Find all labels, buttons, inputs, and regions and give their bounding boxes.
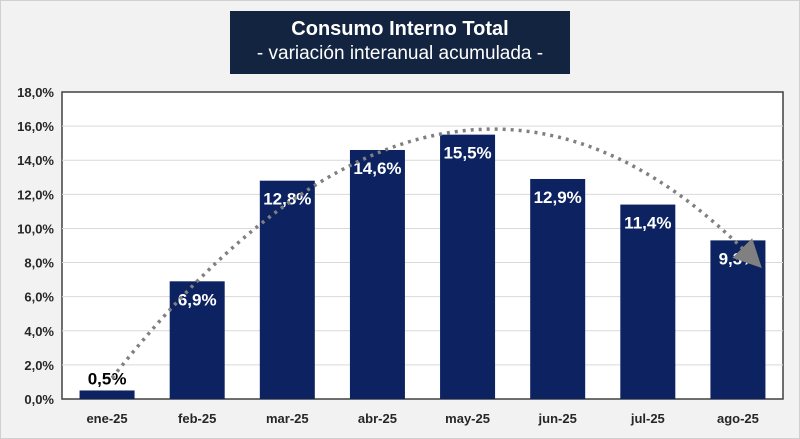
- bar: [169, 281, 225, 399]
- data-label: 11,4%: [624, 214, 671, 233]
- y-tick-label: 8,0%: [24, 256, 54, 271]
- bar: [620, 204, 676, 399]
- bar: [349, 149, 405, 399]
- y-tick-label: 18,0%: [17, 85, 54, 100]
- trend-line: [110, 127, 762, 380]
- x-tick-label: ene-25: [86, 411, 127, 426]
- data-label: 9,3%: [719, 249, 758, 268]
- x-tick-label: ago-25: [717, 411, 759, 426]
- x-tick-label: may-25: [445, 411, 490, 426]
- y-tick-label: 2,0%: [24, 358, 54, 373]
- chart-title-box: Consumo Interno Total - variación intera…: [230, 11, 570, 74]
- chart-title: Consumo Interno Total: [291, 18, 509, 40]
- bar: [79, 390, 135, 399]
- bar: [259, 180, 315, 399]
- data-label: 6,9%: [178, 290, 217, 309]
- data-label: 12,8%: [263, 190, 311, 209]
- data-label: 15,5%: [443, 144, 491, 163]
- x-tick-label: feb-25: [178, 411, 216, 426]
- y-tick-label: 14,0%: [17, 153, 54, 168]
- data-label: 14,6%: [353, 159, 401, 178]
- x-tick-label: abr-25: [358, 411, 397, 426]
- data-label: 12,9%: [534, 188, 582, 207]
- y-tick-label: 16,0%: [17, 119, 54, 134]
- x-tick-label: jul-25: [630, 411, 665, 426]
- bar: [530, 178, 586, 399]
- y-tick-label: 4,0%: [24, 324, 54, 339]
- data-label: 0,5%: [88, 369, 127, 388]
- y-tick-label: 0,0%: [24, 392, 54, 407]
- y-tick-label: 6,0%: [24, 290, 54, 305]
- x-tick-label: jun-25: [538, 411, 577, 426]
- x-tick-label: mar-25: [266, 411, 309, 426]
- bar: [440, 134, 496, 399]
- y-tick-label: 10,0%: [17, 221, 54, 236]
- y-tick-label: 12,0%: [17, 187, 54, 202]
- chart-subtitle: - variación interanual acumulada -: [256, 43, 544, 64]
